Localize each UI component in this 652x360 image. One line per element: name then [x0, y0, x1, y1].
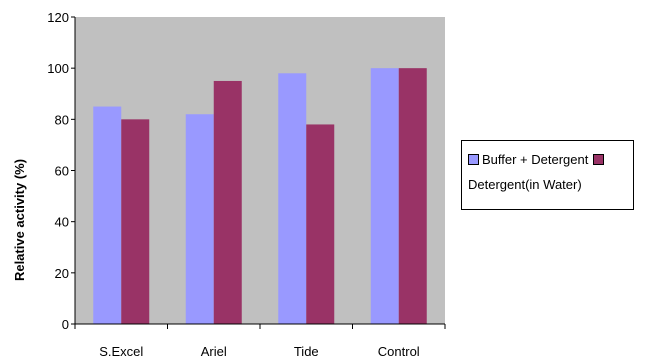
bar-series-1-ariel — [185, 114, 214, 324]
bar-series-1-control — [370, 68, 399, 325]
bar-series-1-tide — [278, 73, 307, 325]
x-ticks-group: S.Excel Ariel Tide Control — [74, 324, 446, 359]
legend-label-series-2: Detergent(in Water) — [468, 177, 582, 192]
legend-swatch-series-1 — [468, 154, 479, 165]
y-tick-label: 20 — [55, 266, 69, 281]
legend-swatch-series-2 — [593, 154, 605, 165]
y-tick-label: 120 — [47, 10, 69, 25]
bar-series-2-s-excel — [121, 119, 150, 324]
legend: Buffer + Detergent Detergent(in Water) — [461, 140, 634, 210]
bar-series-2-control — [398, 68, 427, 325]
y-tick-label: 40 — [55, 215, 69, 230]
x-tick-label-ariel: Ariel — [201, 344, 227, 359]
y-tick-label: 0 — [62, 317, 69, 332]
bar-series-2-ariel — [213, 80, 242, 324]
bars-group — [93, 68, 427, 325]
y-tick-label: 60 — [55, 164, 69, 179]
x-tick-label-control: Control — [378, 344, 420, 359]
bar-series-1-s-excel — [93, 106, 122, 325]
x-tick-label-s-excel: S.Excel — [99, 344, 143, 359]
legend-label-series-1: Buffer + Detergent — [482, 152, 589, 167]
y-axis-label: Relative activity (%) — [12, 159, 27, 281]
legend-entry-line-2: Detergent(in Water) — [468, 172, 629, 197]
y-ticks-group: 0 20 40 60 80 100 120 — [47, 10, 75, 332]
y-tick-label: 100 — [47, 61, 69, 76]
legend-entry-line-1: Buffer + Detergent — [468, 147, 629, 172]
bar-series-2-tide — [306, 124, 335, 324]
y-tick-label: 80 — [55, 112, 69, 127]
x-tick-label-tide: Tide — [294, 344, 319, 359]
